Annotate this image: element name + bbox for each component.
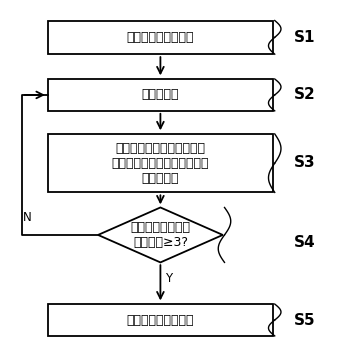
- FancyBboxPatch shape: [48, 79, 273, 111]
- FancyBboxPatch shape: [48, 21, 273, 54]
- Text: 被激活的参考点发射位置信
号，定位点计算其与被激活参
考点的距离: 被激活的参考点发射位置信 号，定位点计算其与被激活参 考点的距离: [112, 142, 209, 185]
- Polygon shape: [98, 207, 223, 262]
- Text: 设置定位点及参考点: 设置定位点及参考点: [127, 31, 194, 44]
- FancyBboxPatch shape: [48, 134, 273, 192]
- Text: S4: S4: [294, 234, 315, 249]
- Text: S3: S3: [294, 156, 315, 171]
- Text: N: N: [23, 211, 32, 224]
- Text: Y: Y: [165, 272, 172, 285]
- Text: S2: S2: [294, 87, 315, 103]
- Text: S1: S1: [294, 30, 315, 45]
- FancyBboxPatch shape: [48, 304, 273, 336]
- Text: S5: S5: [294, 312, 315, 328]
- Text: 激活参考点: 激活参考点: [142, 89, 179, 102]
- Text: 接收到的被激活参
考点个数≥3?: 接收到的被激活参 考点个数≥3?: [130, 221, 190, 249]
- Text: 计算定位点位置坐标: 计算定位点位置坐标: [127, 314, 194, 327]
